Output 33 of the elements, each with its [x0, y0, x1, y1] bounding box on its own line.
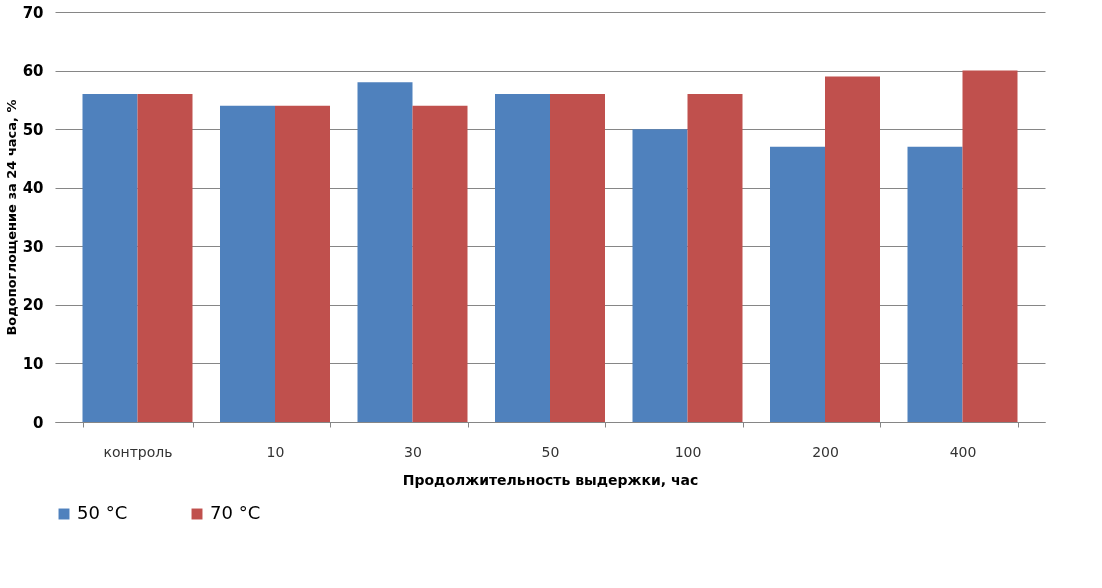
y-tick-label: 60	[22, 62, 44, 81]
bar	[825, 76, 880, 422]
bar	[962, 70, 1018, 422]
bar	[550, 94, 605, 422]
x-tick-label: 10	[266, 443, 285, 460]
bar	[357, 82, 413, 422]
bar	[412, 105, 468, 422]
legend-label: 70 °C	[210, 502, 261, 523]
bar	[770, 146, 825, 422]
bar	[275, 105, 330, 422]
bar	[687, 94, 743, 422]
y-tick-label: 50	[22, 120, 44, 139]
x-tick-label: 200	[812, 443, 839, 460]
y-axis-title: Водопоглощение за 24 часа, %	[3, 99, 19, 336]
y-tick-label: 20	[22, 296, 44, 315]
x-tick-label: 400	[949, 443, 977, 460]
bar	[137, 94, 193, 422]
x-tick-label: контроль	[103, 443, 173, 460]
x-axis-title: Продолжительность выдержки, час	[402, 471, 699, 488]
bar	[82, 94, 138, 422]
y-tick-label: 40	[22, 179, 44, 198]
y-tick-label: 10	[22, 354, 44, 373]
x-tick-label: 50	[541, 443, 560, 460]
bar	[220, 105, 275, 422]
bar	[495, 94, 550, 422]
y-tick-label: 70	[22, 3, 44, 22]
y-tick-label: 0	[33, 413, 44, 432]
bar	[632, 129, 688, 422]
bar	[907, 146, 963, 422]
x-tick-label: 100	[674, 443, 702, 460]
x-tick-label: 30	[404, 443, 422, 460]
legend-label: 50 °C	[77, 502, 128, 523]
y-tick-label: 30	[22, 237, 44, 256]
